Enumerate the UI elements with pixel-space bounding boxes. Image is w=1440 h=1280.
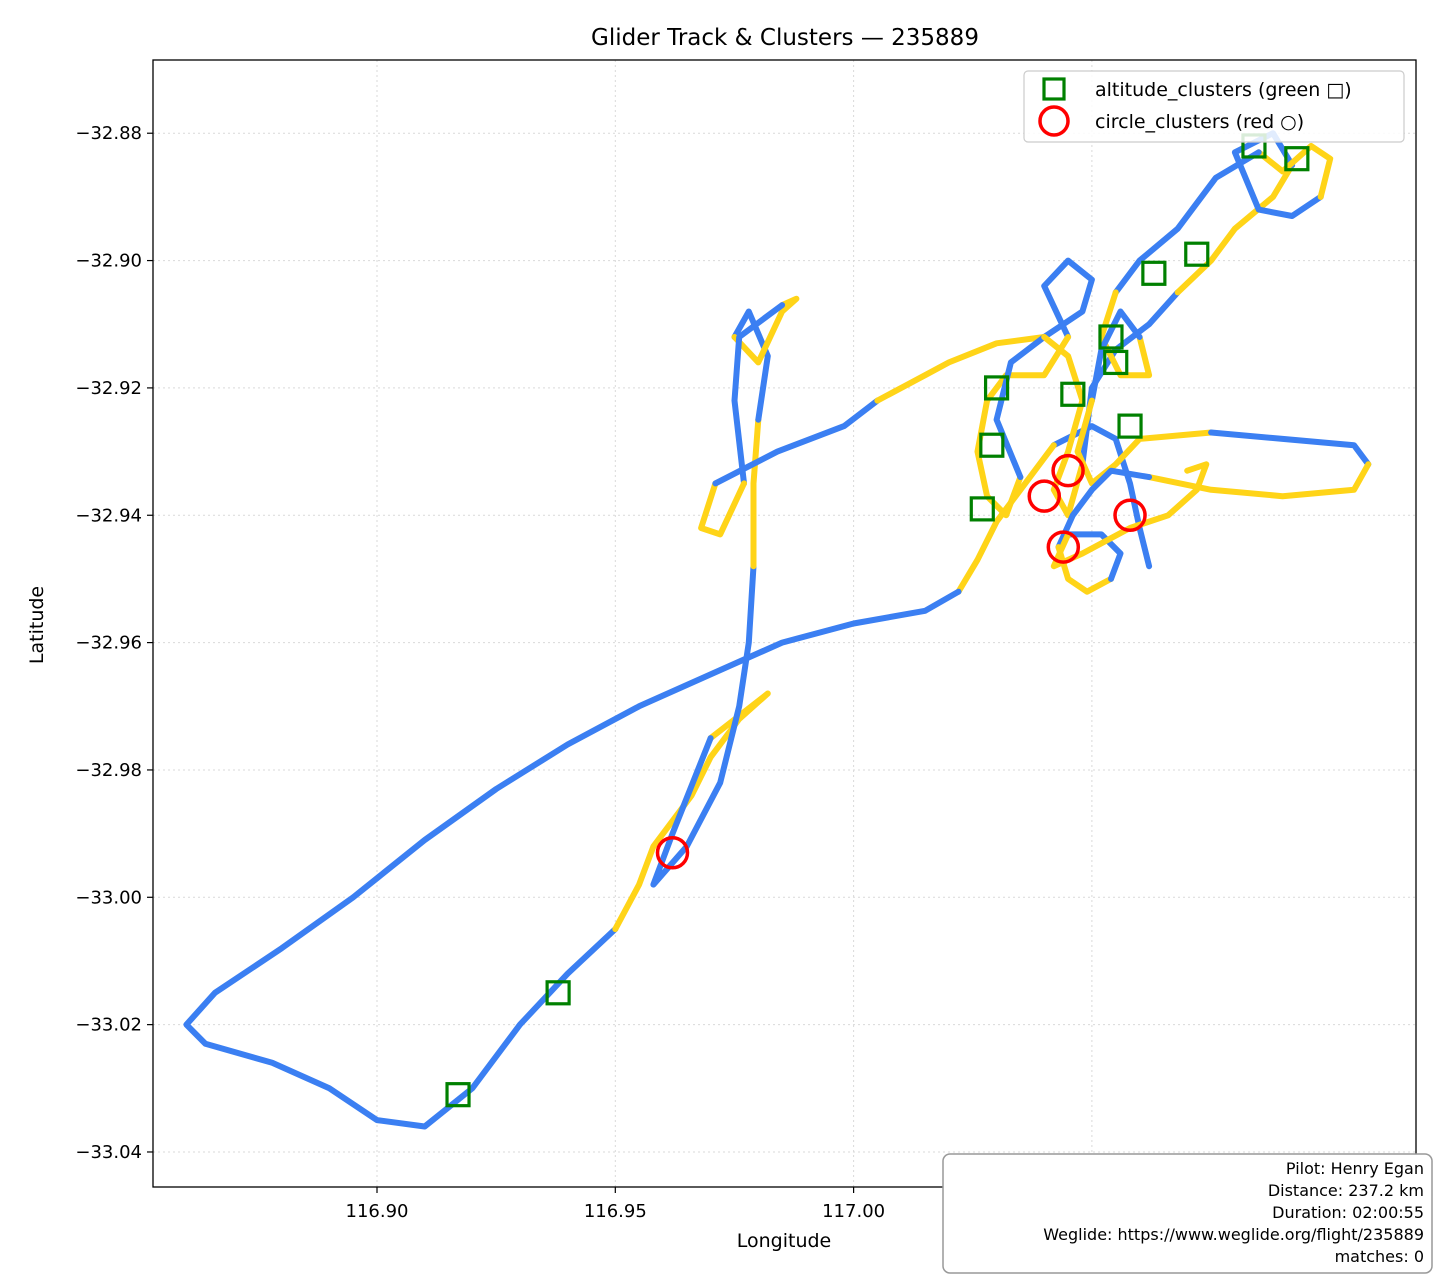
y-tick-label: −32.90 — [75, 251, 142, 272]
legend: altitude_clusters (green □) circle_clust… — [1023, 70, 1405, 143]
track-segment-cruise — [1065, 531, 1124, 582]
track-segment-climb — [612, 690, 771, 933]
track-segment-cruise — [1112, 149, 1262, 296]
info-pilot: Pilot: Henry Egan — [1286, 1159, 1424, 1178]
x-tick-label: 116.95 — [584, 1201, 647, 1222]
track-segment-cruise — [993, 334, 1048, 481]
altitude-cluster-marker — [1060, 381, 1086, 407]
legend-square-marker — [1042, 77, 1066, 101]
glider-track — [183, 130, 1372, 1130]
info-matches: matches: 0 — [1335, 1247, 1424, 1266]
track-segment-climb — [1146, 461, 1372, 500]
track-segment-climb — [731, 295, 800, 366]
info-weglide-link: Weglide: https://www.weglide.org/flight/… — [1043, 1225, 1424, 1244]
circle-cluster-marker — [1113, 498, 1147, 533]
altitude-cluster-marker — [1284, 146, 1310, 172]
legend-frame — [1023, 70, 1405, 143]
altitude-cluster-marker — [1141, 260, 1167, 286]
altitude-cluster-marker — [979, 432, 1005, 458]
track-segment-cruise — [731, 308, 771, 423]
info-box-frame — [942, 1153, 1433, 1274]
legend-entry-circle-clusters: circle_clusters (red ○) — [1095, 111, 1304, 133]
y-tick-label: −32.98 — [75, 760, 142, 781]
track-segment-climb — [698, 480, 747, 538]
track-segment-climb — [1050, 461, 1210, 570]
track-segment-climb — [974, 334, 1072, 519]
altitude-cluster-marker — [1184, 241, 1210, 267]
y-tick-label: −32.88 — [75, 123, 142, 144]
track-segment-cruise — [1208, 429, 1372, 468]
track-segment-climb — [1174, 162, 1296, 296]
track-segment-cruise — [1041, 257, 1095, 340]
info-distance: Distance: 237.2 km — [1268, 1181, 1424, 1200]
circle-cluster-marker — [1051, 453, 1085, 488]
cluster-markers — [445, 133, 1310, 1108]
track-segment-climb — [1255, 143, 1334, 200]
altitude-cluster-marker — [969, 496, 995, 522]
y-axis-ticks: −32.88 −32.90 −32.92 −32.94 −32.96 −32.98 −33.… — [75, 123, 153, 1163]
track-segment-climb — [1041, 334, 1086, 519]
track-segment-cruise — [731, 302, 786, 487]
y-tick-label: −32.92 — [75, 378, 142, 399]
x-axis-label: Longitude — [737, 1230, 832, 1252]
y-tick-label: −33.04 — [75, 1142, 142, 1163]
y-tick-label: −33.00 — [75, 887, 142, 908]
altitude-cluster-marker — [1117, 413, 1143, 439]
y-tick-label: −32.96 — [75, 633, 142, 654]
track-segment-cruise — [712, 397, 881, 487]
plot-frame — [152, 59, 1417, 1188]
chart-title: Glider Track & Clusters — 235889 — [591, 25, 979, 51]
track-segment-cruise — [1088, 308, 1143, 404]
info-duration: Duration: 02:00:55 — [1272, 1203, 1424, 1222]
track-segment-climb — [874, 334, 1048, 404]
track-segment-climb — [750, 416, 762, 570]
track-segment-cruise — [650, 563, 757, 888]
circle-cluster-marker — [1027, 479, 1061, 513]
circle-cluster-marker — [655, 835, 690, 870]
y-tick-label: −33.02 — [75, 1015, 142, 1036]
track-segment-climb — [1098, 289, 1153, 379]
y-axis-label: Latitude — [26, 586, 48, 664]
x-tick-label: 117.00 — [822, 1201, 885, 1222]
legend-entry-altitude-clusters: altitude_clusters (green □) — [1095, 79, 1352, 101]
y-tick-label: −32.94 — [75, 505, 142, 526]
track-segment-cruise — [1055, 467, 1153, 551]
legend-circle-marker — [1038, 105, 1070, 137]
altitude-cluster-marker — [445, 1082, 471, 1108]
altitude-cluster-marker — [1103, 349, 1129, 376]
flight-info-box: Pilot: Henry Egan Distance: 237.2 km Dur… — [942, 1153, 1433, 1274]
x-tick-label: 116.90 — [346, 1201, 409, 1222]
circle-cluster-marker — [1046, 530, 1081, 564]
track-segment-climb — [955, 442, 1057, 595]
altitude-cluster-marker — [1098, 324, 1124, 350]
altitude-cluster-marker — [983, 375, 1010, 401]
altitude-cluster-marker — [545, 980, 571, 1006]
